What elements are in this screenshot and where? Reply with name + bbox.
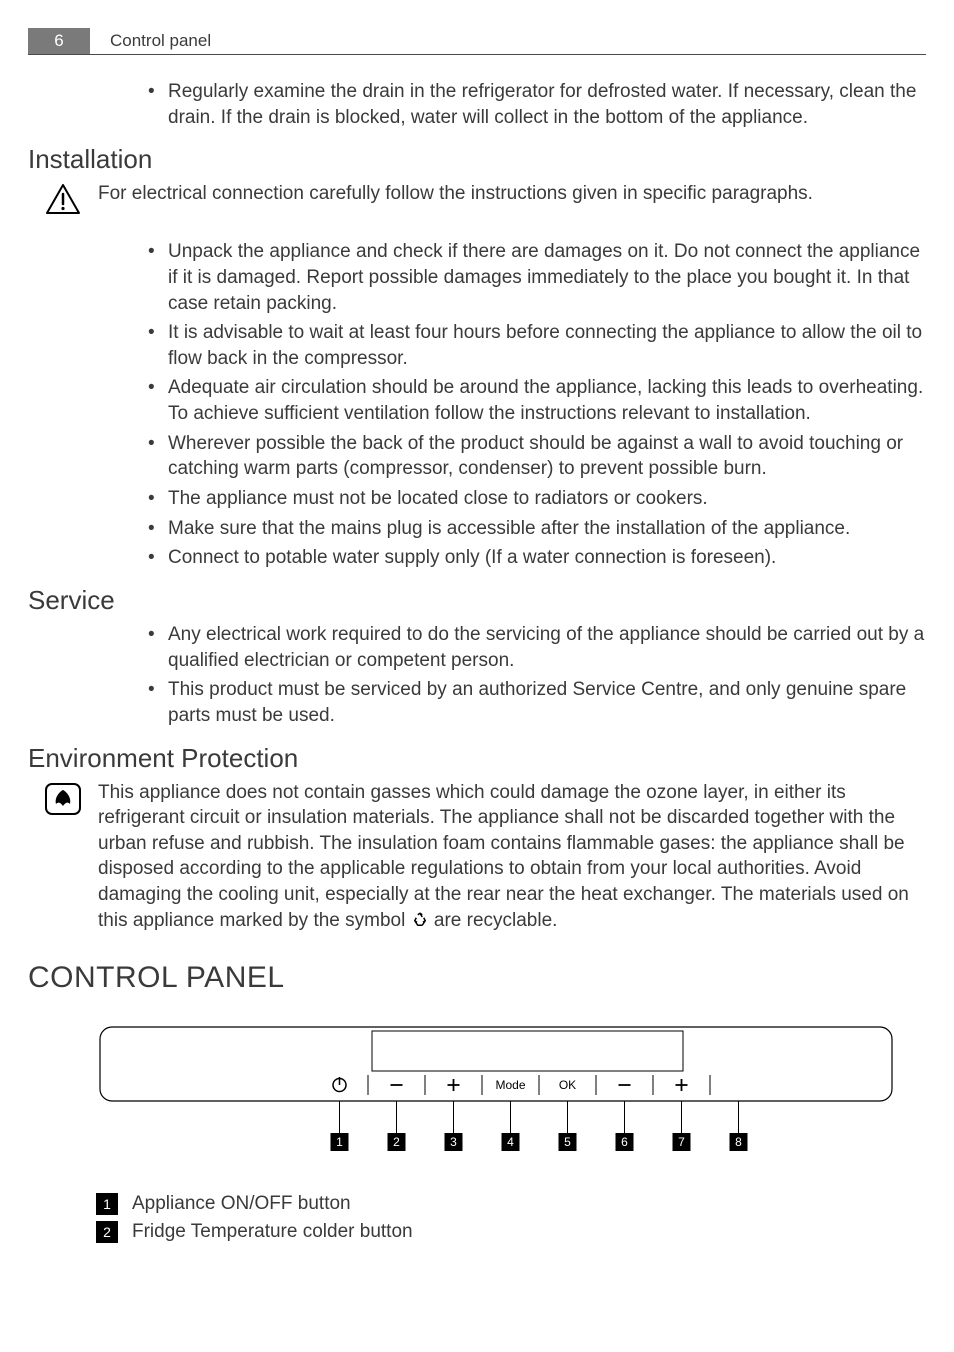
page-number: 6 <box>28 28 90 54</box>
page-header: 6 Control panel <box>28 28 926 55</box>
svg-text:1: 1 <box>336 1135 343 1149</box>
legend-number: 2 <box>96 1221 118 1243</box>
environment-heading: Environment Protection <box>28 743 926 774</box>
list-item: •It is advisable to wait at least four h… <box>148 320 926 371</box>
bullet-dot: • <box>148 239 168 316</box>
bullet-dot: • <box>148 375 168 426</box>
bullet-text: Adequate air circulation should be aroun… <box>168 375 926 426</box>
svg-text:OK: OK <box>559 1078 576 1092</box>
list-item: •Any electrical work required to do the … <box>148 622 926 673</box>
bullet-dot: • <box>148 622 168 673</box>
header-section-title: Control panel <box>110 31 211 51</box>
bullet-text: This product must be serviced by an auth… <box>168 677 926 728</box>
installation-bullets: •Unpack the appliance and check if there… <box>148 239 926 571</box>
bullet-dot: • <box>148 79 168 130</box>
environment-text-pre: This appliance does not contain gasses w… <box>98 782 909 931</box>
legend-number: 1 <box>96 1193 118 1215</box>
environment-text: This appliance does not contain gasses w… <box>98 780 926 934</box>
legend-text: Appliance ON/OFF button <box>132 1193 351 1215</box>
bullet-text: It is advisable to wait at least four ho… <box>168 320 926 371</box>
recycle-icon <box>411 911 429 929</box>
bullet-dot: • <box>148 320 168 371</box>
svg-text:7: 7 <box>678 1135 685 1149</box>
bullet-text: Make sure that the mains plug is accessi… <box>168 516 926 542</box>
list-item: •The appliance must not be located close… <box>148 486 926 512</box>
control-panel-diagram: Mode OK 1 2 3 4 5 6 7 8 <box>96 1019 866 1179</box>
legend-text: Fridge Temperature colder button <box>132 1221 413 1243</box>
installation-heading: Installation <box>28 144 926 175</box>
svg-text:2: 2 <box>393 1135 400 1149</box>
bullet-text: The appliance must not be located close … <box>168 486 926 512</box>
bullet-text: Connect to potable water supply only (If… <box>168 545 926 571</box>
svg-text:Mode: Mode <box>495 1078 525 1092</box>
installation-warning-text: For electrical connection carefully foll… <box>98 181 926 207</box>
list-item: •Adequate air circulation should be arou… <box>148 375 926 426</box>
environment-text-post: are recyclable. <box>429 910 558 931</box>
bullet-text: Regularly examine the drain in the refri… <box>168 79 926 130</box>
list-item: •Wherever possible the back of the produ… <box>148 431 926 482</box>
bullet-dot: • <box>148 516 168 542</box>
svg-text:5: 5 <box>564 1135 571 1149</box>
control-panel-heading: CONTROL PANEL <box>28 961 926 995</box>
legend-row: 1 Appliance ON/OFF button <box>96 1193 926 1215</box>
list-item: •This product must be serviced by an aut… <box>148 677 926 728</box>
top-bullet-block: • Regularly examine the drain in the ref… <box>148 79 926 130</box>
list-item: • Regularly examine the drain in the ref… <box>148 79 926 130</box>
bullet-text: Unpack the appliance and check if there … <box>168 239 926 316</box>
list-item: •Make sure that the mains plug is access… <box>148 516 926 542</box>
eco-icon <box>28 780 98 816</box>
svg-text:6: 6 <box>621 1135 628 1149</box>
environment-row: This appliance does not contain gasses w… <box>28 780 926 934</box>
list-item: •Unpack the appliance and check if there… <box>148 239 926 316</box>
svg-text:4: 4 <box>507 1135 514 1149</box>
bullet-dot: • <box>148 431 168 482</box>
bullet-text: Any electrical work required to do the s… <box>168 622 926 673</box>
bullet-text: Wherever possible the back of the produc… <box>168 431 926 482</box>
bullet-dot: • <box>148 545 168 571</box>
list-item: •Connect to potable water supply only (I… <box>148 545 926 571</box>
bullet-dot: • <box>148 486 168 512</box>
svg-text:3: 3 <box>450 1135 457 1149</box>
warning-icon <box>28 181 98 215</box>
service-heading: Service <box>28 585 926 616</box>
svg-text:8: 8 <box>735 1135 742 1149</box>
legend-row: 2 Fridge Temperature colder button <box>96 1221 926 1243</box>
control-panel-legend: 1 Appliance ON/OFF button 2 Fridge Temperat… <box>96 1193 926 1243</box>
bullet-dot: • <box>148 677 168 728</box>
installation-warning-row: For electrical connection carefully foll… <box>28 181 926 215</box>
service-bullets: •Any electrical work required to do the … <box>148 622 926 729</box>
